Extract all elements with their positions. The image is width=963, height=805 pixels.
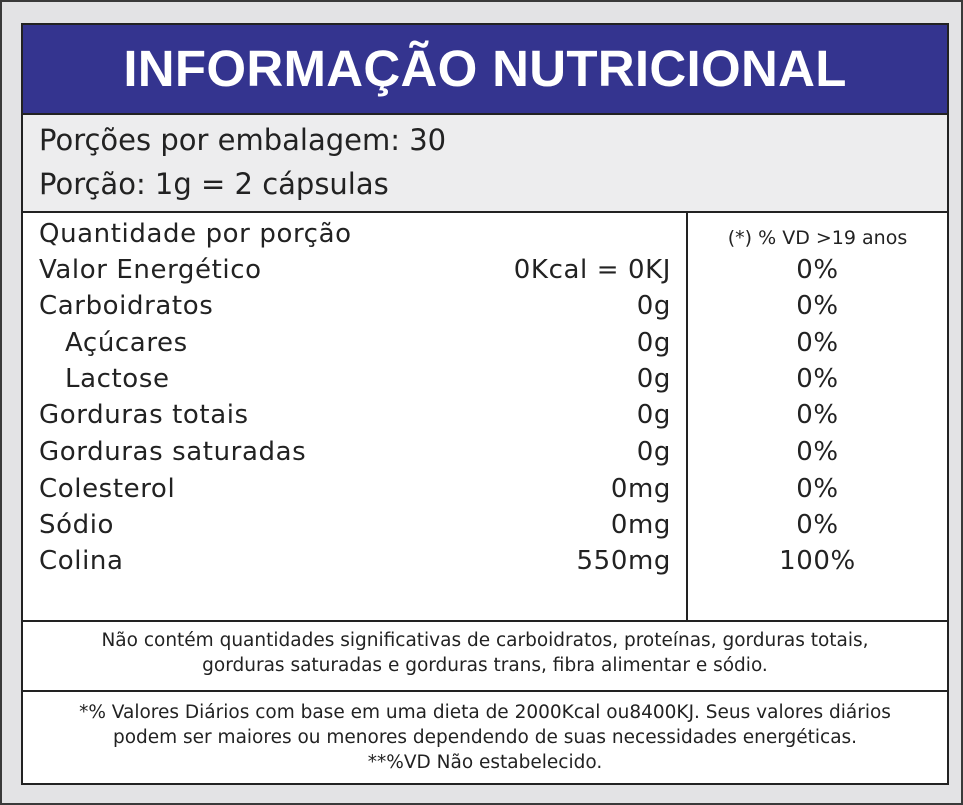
table-row: Gorduras totais 0g 0% (23, 400, 947, 436)
nutrient-amount: 550mg (576, 546, 671, 576)
footnote-line: *% Valores Diários com base em uma dieta… (79, 702, 891, 723)
nutrient-name: Colesterol (39, 474, 176, 504)
nutrient-amount: 0mg (610, 510, 671, 540)
serving-size: Porção: 1g = 2 cápsulas (39, 167, 389, 201)
servings-per-package: Porções por embalagem: 30 (39, 123, 447, 157)
nutrition-facts-panel: INFORMAÇÃO NUTRICIONAL Porções por embal… (21, 23, 949, 785)
nutrient-amount: 0Kcal = 0KJ (513, 255, 671, 285)
table-row: Valor Energético 0Kcal = 0KJ 0% (23, 255, 947, 291)
footnote-line: podem ser maiores ou menores dependendo … (112, 727, 858, 748)
serving-info: Porções por embalagem: 30 Porção: 1g = 2… (23, 115, 947, 213)
nutrient-name: Sódio (39, 510, 115, 540)
nutrient-daily-value: 100% (779, 546, 856, 576)
daily-value-header: (*) % VD >19 anos (727, 227, 908, 249)
nutrient-table: Quantidade por porção (*) % VD >19 anos … (23, 213, 947, 622)
nutrient-daily-value: 0% (796, 255, 839, 285)
nutrient-daily-value: 0% (796, 328, 839, 358)
nutrient-name: Colina (39, 546, 124, 576)
nutrient-amount: 0mg (610, 474, 671, 504)
nutrient-name: Valor Energético (39, 255, 262, 285)
daily-values-footnote: *% Valores Diários com base em uma dieta… (23, 692, 947, 783)
table-row: Sódio 0mg 0% (23, 510, 947, 546)
table-row: Carboidratos 0g 0% (23, 291, 947, 327)
nutrient-daily-value: 0% (796, 291, 839, 321)
nutrition-title: INFORMAÇÃO NUTRICIONAL (23, 25, 947, 115)
note-line: Não contém quantidades significativas de… (101, 630, 869, 651)
table-row: Colesterol 0mg 0% (23, 474, 947, 510)
table-row: Lactose 0g 0% (23, 364, 947, 400)
table-row: Colina 550mg 100% (23, 546, 947, 582)
nutrient-name: Gorduras totais (39, 400, 249, 430)
nutrient-daily-value: 0% (796, 510, 839, 540)
nutrient-amount: 0g (636, 437, 671, 467)
nutrient-name: Carboidratos (39, 291, 214, 321)
nutrient-name: Lactose (65, 364, 170, 394)
amount-per-serving-header: Quantidade por porção (39, 219, 352, 249)
nutrient-name: Açúcares (65, 328, 188, 358)
nutrient-daily-value: 0% (796, 364, 839, 394)
nutrient-daily-value: 0% (796, 400, 839, 430)
nutrient-name: Gorduras saturadas (39, 437, 307, 467)
nutrient-amount: 0g (636, 328, 671, 358)
table-row: Açúcares 0g 0% (23, 328, 947, 364)
nutrient-amount: 0g (636, 400, 671, 430)
column-divider (686, 213, 688, 620)
nutrient-amount: 0g (636, 291, 671, 321)
nutrient-daily-value: 0% (796, 474, 839, 504)
note-line: gorduras saturadas e gorduras trans, fib… (202, 655, 768, 676)
footnote-line: **%VD Não estabelecido. (367, 752, 603, 773)
nutrient-daily-value: 0% (796, 437, 839, 467)
nutrient-amount: 0g (636, 364, 671, 394)
not-significant-note: Não contém quantidades significativas de… (23, 622, 947, 692)
table-row: Gorduras saturadas 0g 0% (23, 437, 947, 473)
